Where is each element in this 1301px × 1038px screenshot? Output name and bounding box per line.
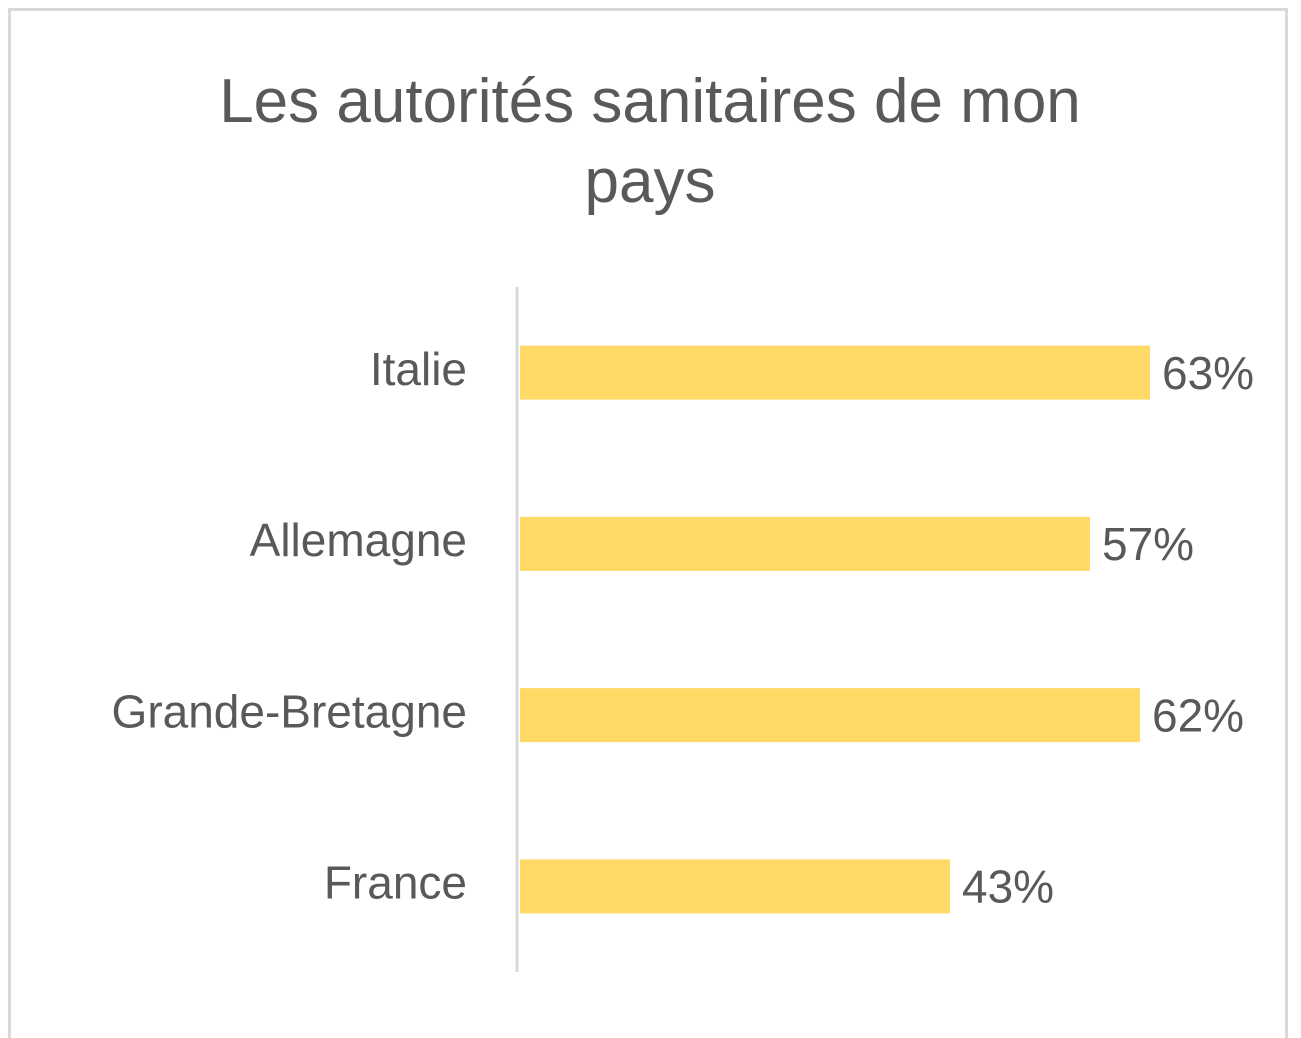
- value-label: 57%: [1102, 518, 1194, 570]
- category-label: France: [324, 857, 467, 909]
- value-label: 43%: [962, 861, 1054, 913]
- chart-title: Les autorités sanitaires de mon pays: [219, 67, 1081, 216]
- bar: [520, 859, 950, 914]
- value-label: 62%: [1152, 689, 1244, 741]
- value-label: 63%: [1162, 347, 1254, 399]
- category-label: Grande-Bretagne: [112, 685, 467, 737]
- bar: [520, 345, 1150, 400]
- bar: [520, 688, 1140, 743]
- chart-frame: [8, 8, 1288, 1038]
- bar: [520, 516, 1090, 571]
- category-label: Allemagne: [250, 514, 467, 566]
- category-label: Italie: [370, 343, 467, 395]
